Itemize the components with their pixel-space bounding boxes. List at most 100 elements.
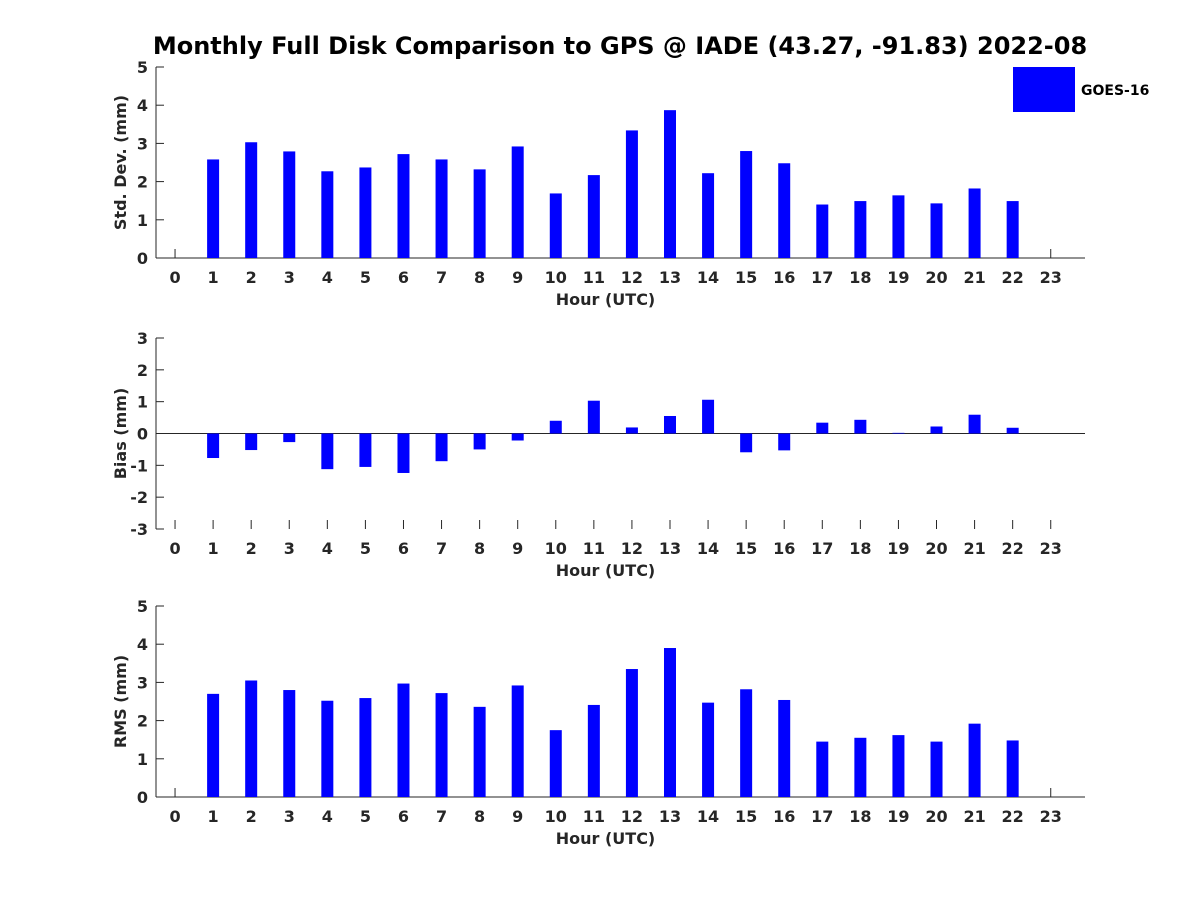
x-tick-label: 23 <box>1040 268 1062 287</box>
x-tick-label: 13 <box>659 539 681 558</box>
x-axis-label: Hour (UTC) <box>556 829 656 848</box>
x-tick-label: 17 <box>811 807 833 826</box>
x-tick-label: 8 <box>474 539 485 558</box>
bar-hour-5 <box>359 698 372 797</box>
legend-swatch-goes16 <box>1013 67 1075 112</box>
x-tick-label: 3 <box>284 539 295 558</box>
x-tick-label: 20 <box>925 807 947 826</box>
bar-hour-16 <box>778 163 791 258</box>
x-tick-label: 17 <box>811 268 833 287</box>
x-tick-label: 2 <box>246 807 257 826</box>
legend: GOES-16 <box>1013 67 1149 112</box>
x-tick-label: 9 <box>512 268 523 287</box>
y-tick-label: -1 <box>130 456 148 475</box>
bar-hour-18 <box>854 201 867 258</box>
bar-hour-6 <box>397 433 410 473</box>
bar-hour-21 <box>968 723 981 797</box>
y-tick-label: 4 <box>137 635 148 654</box>
x-tick-label: 14 <box>697 807 719 826</box>
bar-hour-11 <box>587 175 600 258</box>
x-tick-label: 11 <box>583 807 605 826</box>
x-tick-label: 6 <box>398 268 409 287</box>
x-tick-label: 8 <box>474 807 485 826</box>
bar-hour-15 <box>740 433 753 453</box>
bar-hour-18 <box>854 419 867 434</box>
x-tick-label: 18 <box>849 268 871 287</box>
y-tick-label: 5 <box>137 597 148 616</box>
x-tick-label: 7 <box>436 807 447 826</box>
bar-hour-19 <box>892 432 905 434</box>
bar-hour-14 <box>702 173 715 258</box>
x-tick-label: 3 <box>284 807 295 826</box>
bar-hour-12 <box>625 669 638 797</box>
bar-hour-14 <box>702 399 715 434</box>
x-tick-label: 23 <box>1040 539 1062 558</box>
x-tick-label: 2 <box>246 539 257 558</box>
y-tick-label: 0 <box>137 425 148 444</box>
bar-hour-19 <box>892 735 905 797</box>
bar-hour-9 <box>511 146 524 258</box>
x-tick-label: 0 <box>169 268 180 287</box>
bar-hour-20 <box>930 203 943 258</box>
bar-hour-8 <box>473 433 486 450</box>
bar-hour-19 <box>892 195 905 258</box>
y-tick-label: 5 <box>137 58 148 77</box>
x-tick-label: 12 <box>621 807 643 826</box>
bar-hour-7 <box>435 693 448 797</box>
x-tick-label: 15 <box>735 807 757 826</box>
x-tick-label: 13 <box>659 807 681 826</box>
x-tick-label: 0 <box>169 807 180 826</box>
x-tick-label: 20 <box>925 268 947 287</box>
bar-hour-21 <box>968 188 981 258</box>
bar-hour-8 <box>473 169 486 258</box>
bar-hour-6 <box>397 154 410 258</box>
bar-hour-7 <box>435 433 448 462</box>
chart-title: Monthly Full Disk Comparison to GPS @ IA… <box>153 32 1087 60</box>
bar-hour-11 <box>587 704 600 797</box>
bar-hour-9 <box>511 685 524 797</box>
x-tick-label: 10 <box>545 539 567 558</box>
x-tick-label: 22 <box>1002 268 1024 287</box>
x-tick-label: 18 <box>849 807 871 826</box>
bar-hour-22 <box>1006 740 1019 797</box>
bar-hour-15 <box>740 151 753 258</box>
bar-hour-22 <box>1006 427 1019 434</box>
x-tick-label: 13 <box>659 268 681 287</box>
bar-hour-17 <box>816 422 829 434</box>
bar-hour-13 <box>663 415 676 434</box>
bar-hour-4 <box>321 171 334 258</box>
bar-hour-6 <box>397 683 410 797</box>
x-tick-label: 21 <box>963 539 985 558</box>
bar-hour-10 <box>549 193 562 258</box>
bar-hour-12 <box>625 427 638 434</box>
x-tick-label: 15 <box>735 268 757 287</box>
y-tick-label: 3 <box>137 329 148 348</box>
x-tick-label: 10 <box>545 268 567 287</box>
y-tick-label: -3 <box>130 520 148 539</box>
y-tick-label: 3 <box>137 673 148 692</box>
x-tick-label: 16 <box>773 268 795 287</box>
x-tick-label: 5 <box>360 268 371 287</box>
x-tick-label: 1 <box>208 807 219 826</box>
y-tick-label: 1 <box>137 211 148 230</box>
bar-hour-20 <box>930 741 943 797</box>
x-tick-label: 22 <box>1002 539 1024 558</box>
x-tick-label: 9 <box>512 807 523 826</box>
x-tick-label: 3 <box>284 268 295 287</box>
bar-hour-10 <box>549 420 562 434</box>
x-tick-label: 5 <box>360 807 371 826</box>
bar-hour-5 <box>359 167 372 258</box>
y-tick-label: 2 <box>137 712 148 731</box>
bar-hour-1 <box>207 159 220 258</box>
x-tick-label: 6 <box>398 807 409 826</box>
bar-hour-3 <box>283 151 296 258</box>
bar-hour-12 <box>625 130 638 258</box>
x-tick-label: 4 <box>322 268 333 287</box>
bar-hour-13 <box>663 648 676 797</box>
bar-hour-20 <box>930 426 943 434</box>
x-tick-label: 8 <box>474 268 485 287</box>
